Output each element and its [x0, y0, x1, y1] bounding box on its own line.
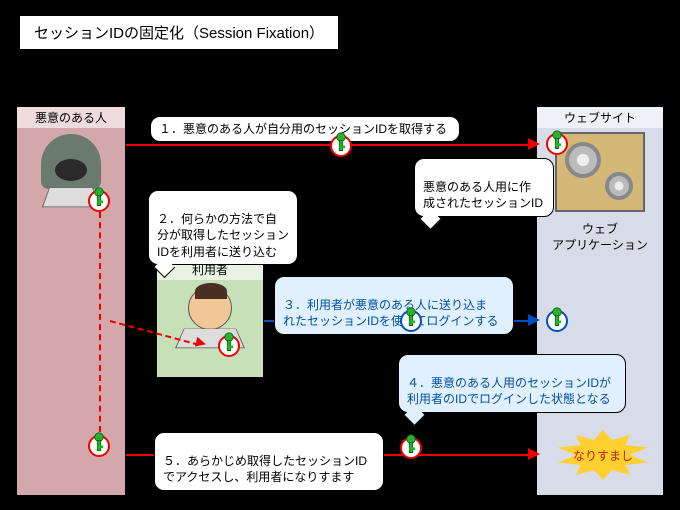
key-on-arrow1 — [332, 132, 350, 154]
step2-text: ２．何らかの方法で自 分が取得したセッション IDを利用者に送り込む — [157, 212, 289, 258]
user-box: 利用者 — [156, 258, 264, 378]
key-on-arrow3 — [402, 307, 420, 329]
attacker-key-vline — [99, 212, 101, 432]
key-site-3 — [548, 307, 566, 329]
key-attacker-bottom — [90, 432, 108, 454]
burst-text: なりすまし — [573, 447, 633, 464]
attacker-label: 悪意のある人 — [17, 107, 125, 128]
step1-callout: １．悪意のある人が自分用のセッションIDを取得する — [150, 116, 460, 142]
step2-callout: ２．何らかの方法で自 分が取得したセッション IDを利用者に送り込む — [148, 190, 298, 265]
arrow-step5-head — [528, 448, 540, 460]
user-illustration — [170, 286, 250, 366]
step4-text: ４．悪意のある人用のセッションIDが 利用者のIDでログインした状態となる — [407, 376, 611, 406]
step3-callout: ３．利用者が悪意のある人に送り込ま れたセッションIDを使ってログインする — [274, 276, 514, 335]
step4-callout: ４．悪意のある人用のセッションIDが 利用者のIDでログインした状態となる — [398, 354, 626, 413]
arrow-step1-head — [528, 138, 540, 150]
diagram-title: セッションIDの固定化（Session Fixation） — [18, 14, 340, 51]
key-attacker — [90, 187, 108, 209]
key-to-user — [220, 332, 238, 354]
step3-text: ３．利用者が悪意のある人に送り込ま れたセッションIDを使ってログインする — [283, 298, 498, 328]
step1-note-text: 悪意のある人用に作 成されたセッションID — [423, 180, 543, 210]
key-site-1 — [548, 130, 566, 152]
key-on-arrow5 — [402, 434, 420, 456]
step1-text: １．悪意のある人が自分用のセッションIDを取得する — [159, 122, 447, 136]
gears-illustration — [555, 132, 645, 212]
site-sublabel: ウェブ アプリケーション — [537, 216, 663, 259]
title-text: セッションIDの固定化（Session Fixation） — [34, 25, 324, 42]
step5-text: ５．あらかじめ取得したセッションID でアクセスし、利用者になりすます — [163, 454, 367, 484]
site-label: ウェブサイト — [537, 107, 663, 128]
step1-note: 悪意のある人用に作 成されたセッションID — [414, 158, 554, 217]
step5-callout: ５．あらかじめ取得したセッションID でアクセスし、利用者になりすます — [154, 432, 384, 491]
attacker-box: 悪意のある人 — [16, 106, 126, 496]
arrow-step3-head — [528, 314, 540, 326]
